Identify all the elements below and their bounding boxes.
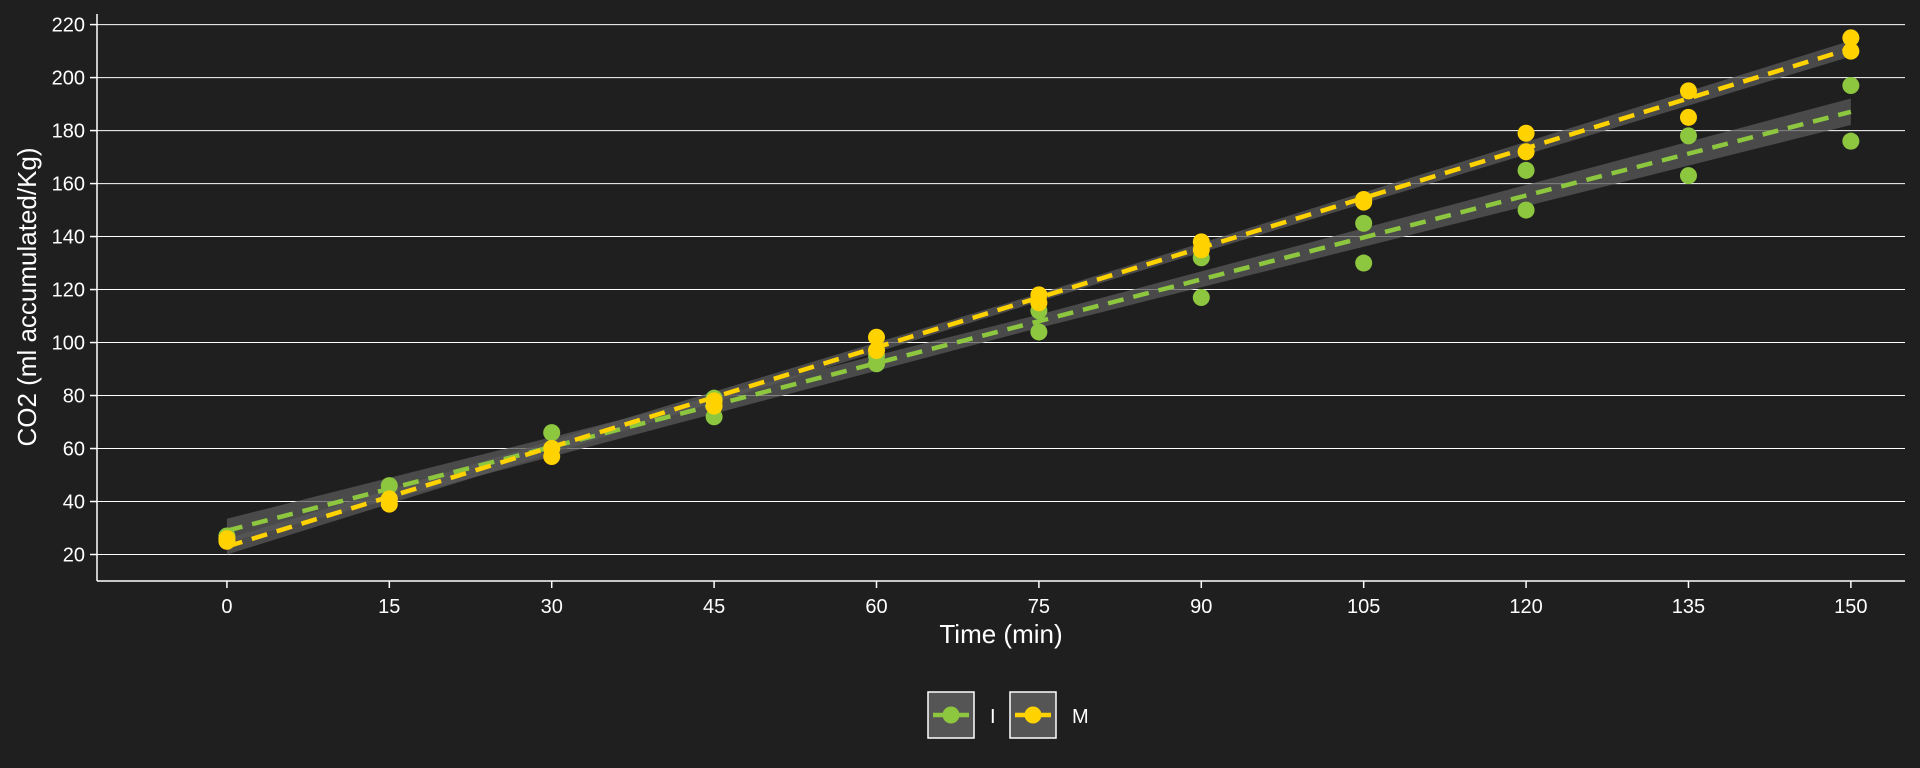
data-point-I bbox=[1355, 254, 1373, 272]
legend-point-I bbox=[942, 706, 960, 724]
data-point-M bbox=[1192, 241, 1210, 259]
y-tick-label: 100 bbox=[52, 333, 85, 355]
data-point-M bbox=[705, 392, 723, 410]
y-tick-label: 160 bbox=[52, 174, 85, 196]
y-tick-labels: 20 40 60 80 100 120 140 160 180 200 220 bbox=[52, 15, 85, 567]
data-point-M bbox=[867, 341, 885, 359]
x-tick-labels: 0 15 30 45 60 75 90 105 120 135 150 bbox=[221, 596, 1867, 618]
x-tick-label: 0 bbox=[221, 596, 232, 618]
y-tick-label: 200 bbox=[52, 68, 85, 90]
x-tick-label: 135 bbox=[1672, 596, 1705, 618]
y-tick-label: 40 bbox=[63, 492, 85, 514]
legend-label-M: M bbox=[1072, 706, 1089, 728]
axes bbox=[90, 14, 1905, 588]
data-point-I bbox=[1030, 323, 1048, 341]
data-point-M bbox=[1030, 294, 1048, 312]
data-point-I bbox=[1679, 127, 1697, 145]
data-point-I bbox=[1517, 201, 1535, 219]
legend-label-I: I bbox=[990, 706, 996, 728]
data-point-I bbox=[1842, 132, 1860, 150]
legend-point-M bbox=[1024, 706, 1042, 724]
x-tick-label: 150 bbox=[1834, 596, 1867, 618]
data-point-I bbox=[867, 355, 885, 373]
data-point-M bbox=[380, 495, 398, 513]
x-tick-label: 90 bbox=[1190, 596, 1212, 618]
y-tick-label: 180 bbox=[52, 121, 85, 143]
fit-line-M bbox=[226, 46, 1852, 549]
y-tick-label: 120 bbox=[52, 280, 85, 302]
x-tick-label: 30 bbox=[541, 596, 563, 618]
data-point-M bbox=[218, 532, 236, 550]
data-point-I bbox=[543, 424, 561, 442]
y-axis-title: CO2 (ml accumulated/Kg) bbox=[12, 147, 42, 446]
y-tick-label: 20 bbox=[63, 545, 85, 567]
y-tick-label: 60 bbox=[63, 439, 85, 461]
y-tick-label: 220 bbox=[52, 15, 85, 37]
data-point-M bbox=[1355, 193, 1373, 211]
data-points bbox=[218, 29, 1860, 550]
data-point-I bbox=[1517, 161, 1535, 179]
data-point-I bbox=[380, 477, 398, 495]
data-point-M bbox=[1517, 143, 1535, 161]
x-tick-label: 45 bbox=[703, 596, 725, 618]
data-point-M bbox=[1842, 42, 1860, 60]
y-tick-label: 140 bbox=[52, 227, 85, 249]
fit-line-I bbox=[226, 109, 1852, 533]
x-axis-title: Time (min) bbox=[939, 619, 1062, 649]
x-tick-label: 120 bbox=[1509, 596, 1542, 618]
y-tick-label: 80 bbox=[63, 386, 85, 408]
data-point-I bbox=[1192, 289, 1210, 306]
data-point-M bbox=[543, 447, 561, 465]
x-tick-label: 105 bbox=[1347, 596, 1380, 618]
data-point-M bbox=[1679, 108, 1697, 126]
data-point-I bbox=[1842, 77, 1860, 95]
data-point-I bbox=[1355, 214, 1373, 232]
data-point-M bbox=[867, 328, 885, 346]
fit-lines bbox=[226, 46, 1852, 549]
data-point-M bbox=[1679, 82, 1697, 100]
x-tick-label: 60 bbox=[865, 596, 887, 618]
data-point-M bbox=[1842, 29, 1860, 47]
x-tick-label: 15 bbox=[378, 596, 400, 618]
grid-lines bbox=[97, 24, 1905, 556]
x-tick-label: 75 bbox=[1028, 596, 1050, 618]
data-point-I bbox=[1679, 167, 1697, 185]
data-point-M bbox=[1517, 124, 1535, 142]
